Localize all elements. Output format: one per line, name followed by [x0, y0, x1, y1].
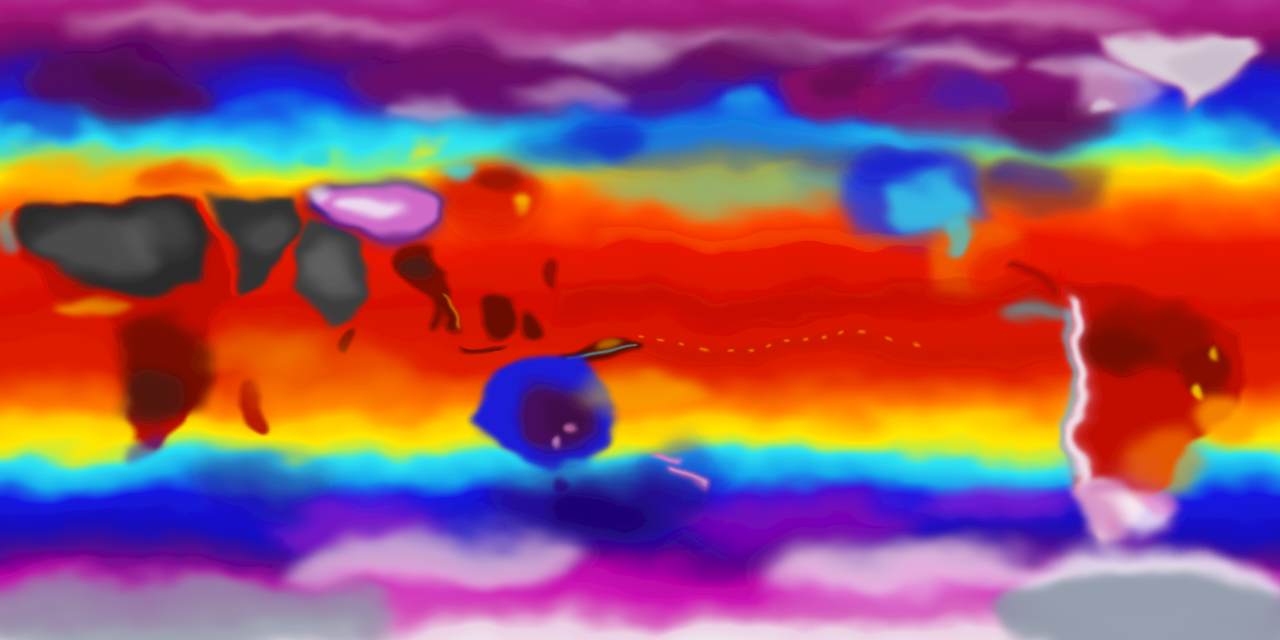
china-yellow-speck	[512, 204, 532, 216]
mongolia-cyan	[403, 118, 507, 162]
congo-charcoal	[122, 362, 182, 430]
sumatra	[428, 296, 462, 336]
tropical-orange-swirl	[599, 230, 951, 250]
canada-maroon	[990, 96, 1114, 148]
brazil-yellow-speck	[1190, 386, 1202, 406]
arctic-cloud-streak	[860, 7, 1160, 25]
anatolia-red	[133, 168, 237, 192]
tibet-white-core	[334, 188, 402, 212]
borneo	[478, 300, 514, 332]
red-sea-warm-strip	[202, 206, 246, 298]
southern-cyclone-pink	[1132, 482, 1172, 510]
australia-pink-spot	[568, 422, 584, 434]
canada-blue-patch	[926, 80, 1006, 112]
southern-indigo-west	[194, 457, 338, 507]
arctic-cloud-streak	[70, 14, 430, 34]
canary-upwelling-cyan	[0, 214, 17, 258]
subantarctic-pale-dome	[280, 532, 584, 592]
equatorial-dark-swirl	[578, 334, 1064, 365]
aral-cyan	[322, 126, 342, 138]
southern-indigo-core	[540, 487, 664, 537]
southeast-brazil-orange	[1191, 397, 1261, 447]
indochina-charcoal	[407, 248, 441, 276]
china-dark-red	[484, 176, 524, 200]
scandinavia-dark	[87, 62, 183, 94]
alaska-maroon	[818, 60, 878, 92]
mongolia-yellow-speck	[418, 140, 446, 156]
southern-alps-white	[669, 470, 699, 490]
subantarctic-pale-dome	[760, 546, 1044, 602]
bering-cyan	[722, 96, 774, 116]
sahara-gray-texture	[112, 216, 192, 256]
siberia-cloud	[388, 100, 472, 120]
pamir-white	[307, 182, 329, 198]
iceland-pale	[1091, 98, 1117, 114]
sulawesi	[518, 311, 538, 335]
antarctic-gray-dome	[1000, 572, 1280, 640]
siberia-cloud	[513, 83, 617, 107]
siberia-cloud	[553, 41, 677, 69]
philippines	[541, 262, 557, 290]
gulf-of-alaska-blue	[843, 146, 943, 194]
north-atlantic-cyan	[1212, 123, 1272, 153]
java	[461, 336, 509, 347]
new-zealand-north-island	[658, 448, 686, 469]
uk-cyan-patch	[2, 127, 30, 145]
galapagos-cold-tongue	[1000, 307, 1060, 325]
antarctic-gray-shelf	[0, 576, 400, 640]
arctic-orchid-swirl	[350, 16, 610, 44]
coral-sea-yellow-tongue	[580, 376, 704, 408]
arabia-gray-texture	[235, 216, 289, 252]
china-cyan-cloud	[454, 162, 486, 182]
brazil-yellow-speck	[1207, 346, 1217, 362]
greenland-shade	[1172, 36, 1252, 88]
india-gray-texture	[310, 246, 350, 294]
southern-magenta-swirl	[920, 480, 1084, 524]
gulf-of-guinea-yellow	[63, 305, 127, 323]
australia-interior-dark	[544, 400, 596, 440]
amazon-core	[1084, 330, 1156, 374]
northeast-brazil-dark	[1178, 342, 1234, 402]
southern-magenta-swirl	[680, 496, 924, 548]
equatorial-dark-swirl	[558, 279, 1058, 317]
rockies-cyan-speck	[946, 218, 970, 254]
cape-cold-patch	[132, 438, 168, 458]
us-interior-blue	[1000, 158, 1072, 194]
canada-cloud	[880, 48, 1020, 72]
sumatra-yellow-fringe	[435, 295, 461, 329]
greenland-magenta-fringe	[1091, 17, 1268, 120]
australia-pink-spot	[554, 441, 566, 451]
north-pacific-deep-blue	[515, 124, 885, 180]
caspian-cyan	[297, 142, 327, 158]
indian-ocean-yellow-swirl	[200, 332, 324, 372]
